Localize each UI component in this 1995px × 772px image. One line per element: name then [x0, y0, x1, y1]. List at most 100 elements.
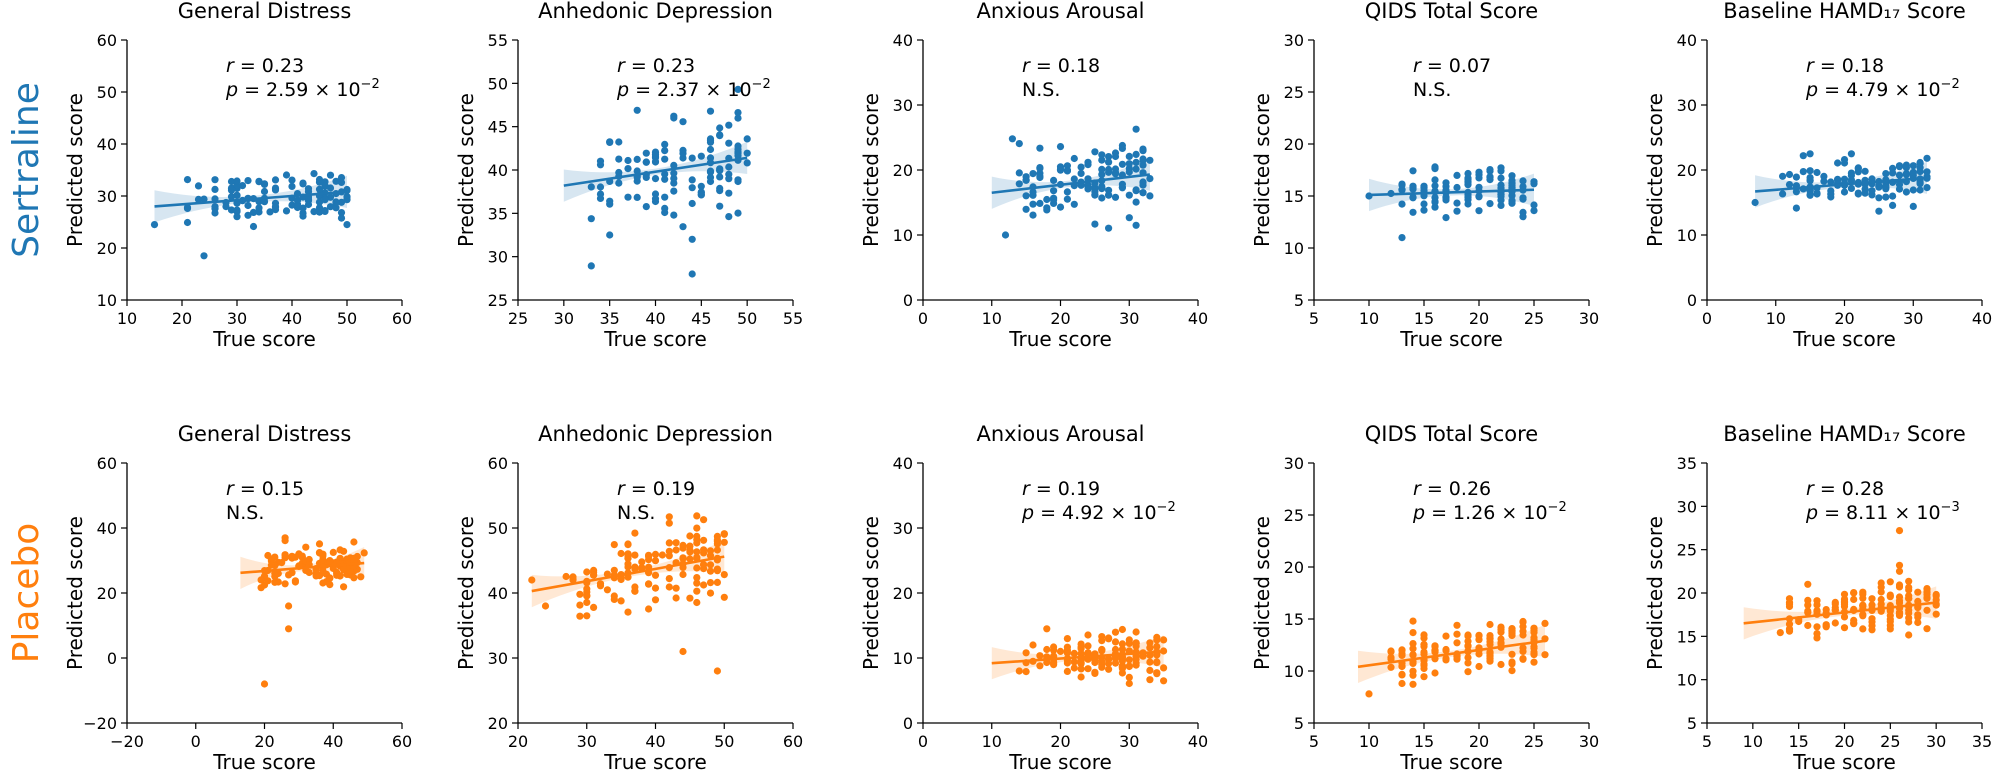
scatter-point — [1486, 640, 1494, 649]
scatter-point — [631, 565, 639, 573]
scatter-point — [1886, 625, 1894, 633]
scatter-point — [1153, 642, 1161, 651]
scatter-point — [670, 114, 678, 122]
scatter-point — [700, 546, 708, 554]
scatter-point — [734, 209, 742, 217]
scatter-point — [264, 577, 272, 585]
scatter-point — [1146, 658, 1154, 666]
scatter-point — [319, 569, 327, 577]
scatter-point — [1001, 231, 1010, 239]
x-tick-label: 5 — [1309, 732, 1319, 751]
scatter-point — [672, 594, 680, 602]
scatter-points — [257, 534, 368, 688]
scatter-point — [1043, 195, 1051, 204]
scatter-point — [661, 140, 669, 148]
scatter-point — [706, 567, 715, 575]
regression-line — [991, 650, 1164, 665]
scatter-point — [1132, 187, 1140, 195]
scatter-point — [688, 270, 696, 278]
scatter-point — [1453, 171, 1461, 179]
scatter-point — [596, 183, 605, 191]
scatter-point — [1840, 188, 1849, 196]
y-tick-label: 10 — [1284, 662, 1304, 681]
scatter-point — [1098, 151, 1106, 159]
scatter-point — [315, 185, 324, 193]
y-tick-label: 10 — [97, 291, 117, 310]
scatter-point — [1923, 168, 1931, 176]
scatter-point — [700, 565, 708, 573]
scatter-point — [326, 184, 335, 192]
scatter-point — [1431, 163, 1439, 171]
scatter-point — [1453, 621, 1461, 629]
scatter-point — [693, 598, 701, 607]
scatter-point — [583, 598, 591, 607]
scatter-point — [688, 199, 696, 208]
scatter-point — [1541, 651, 1549, 659]
scatter-point — [569, 576, 577, 584]
scatter-point — [1132, 653, 1140, 661]
scatter-point — [249, 208, 258, 216]
scatter-point — [734, 109, 742, 117]
y-axis-label: Predicted score — [1250, 516, 1274, 670]
scatter-point — [222, 203, 230, 211]
scatter-point — [624, 540, 632, 548]
scatter-point — [337, 198, 346, 206]
scatter-point — [288, 176, 296, 184]
x-tick-label: 20 — [1469, 732, 1489, 751]
scatter-point — [670, 161, 678, 169]
scatter-point — [1036, 144, 1044, 152]
scatter-point — [1895, 185, 1904, 193]
scatter-point — [734, 85, 742, 93]
scatter-point — [298, 552, 306, 560]
x-tick-label: 30 — [227, 309, 247, 328]
scatter-point — [321, 182, 329, 190]
row-label-sertraline: Sertraline — [6, 82, 47, 258]
scatter-point — [1497, 196, 1505, 204]
scatter-point — [1497, 660, 1505, 669]
scatter-points — [1001, 125, 1154, 239]
y-tick-label: 0 — [107, 649, 117, 668]
scatter-point — [1905, 583, 1913, 592]
scatter-point — [1070, 664, 1078, 672]
scatter-point — [291, 553, 299, 561]
x-tick-label: 40 — [645, 732, 665, 751]
x-axis-label: True score — [1008, 750, 1112, 772]
scatter-point — [725, 121, 733, 129]
scatter-point — [596, 580, 605, 588]
scatter-point — [1132, 125, 1140, 133]
scatter-point — [1442, 646, 1450, 655]
scatter-point — [1105, 153, 1113, 161]
scatter-point — [693, 587, 701, 595]
scatter-point — [661, 170, 669, 178]
scatter-point — [1125, 673, 1133, 682]
scatter-point — [651, 596, 660, 604]
scatter-point — [624, 550, 632, 558]
scatter-point — [686, 548, 694, 556]
scatter-point — [1889, 192, 1897, 200]
scatter-point — [1895, 527, 1904, 535]
regression-line — [531, 555, 725, 593]
scatter-point — [651, 584, 660, 592]
scatter-point — [1530, 207, 1538, 215]
scatter-point — [194, 195, 203, 203]
scatter-point — [332, 199, 340, 207]
scatter-point — [1831, 600, 1839, 608]
scatter-point — [624, 608, 632, 616]
scatter-point — [596, 157, 605, 165]
scatter-point — [1050, 176, 1058, 184]
scatter-point — [1070, 658, 1078, 666]
scatter-point — [1398, 679, 1406, 688]
y-tick-label: 55 — [488, 31, 508, 50]
y-tick-label: 5 — [1294, 714, 1304, 733]
scatter-point — [642, 158, 650, 166]
scatter-point — [617, 549, 625, 558]
scatter-point — [274, 578, 282, 586]
scatter-point — [1105, 224, 1113, 232]
scatter-point — [1806, 191, 1814, 199]
scatter-point — [713, 546, 722, 554]
scatter-point — [1508, 650, 1516, 658]
scatter-point — [343, 221, 351, 229]
x-tick-label: 10 — [1359, 732, 1379, 751]
scatter-point — [1751, 198, 1759, 207]
x-tick-label: 55 — [783, 309, 803, 328]
